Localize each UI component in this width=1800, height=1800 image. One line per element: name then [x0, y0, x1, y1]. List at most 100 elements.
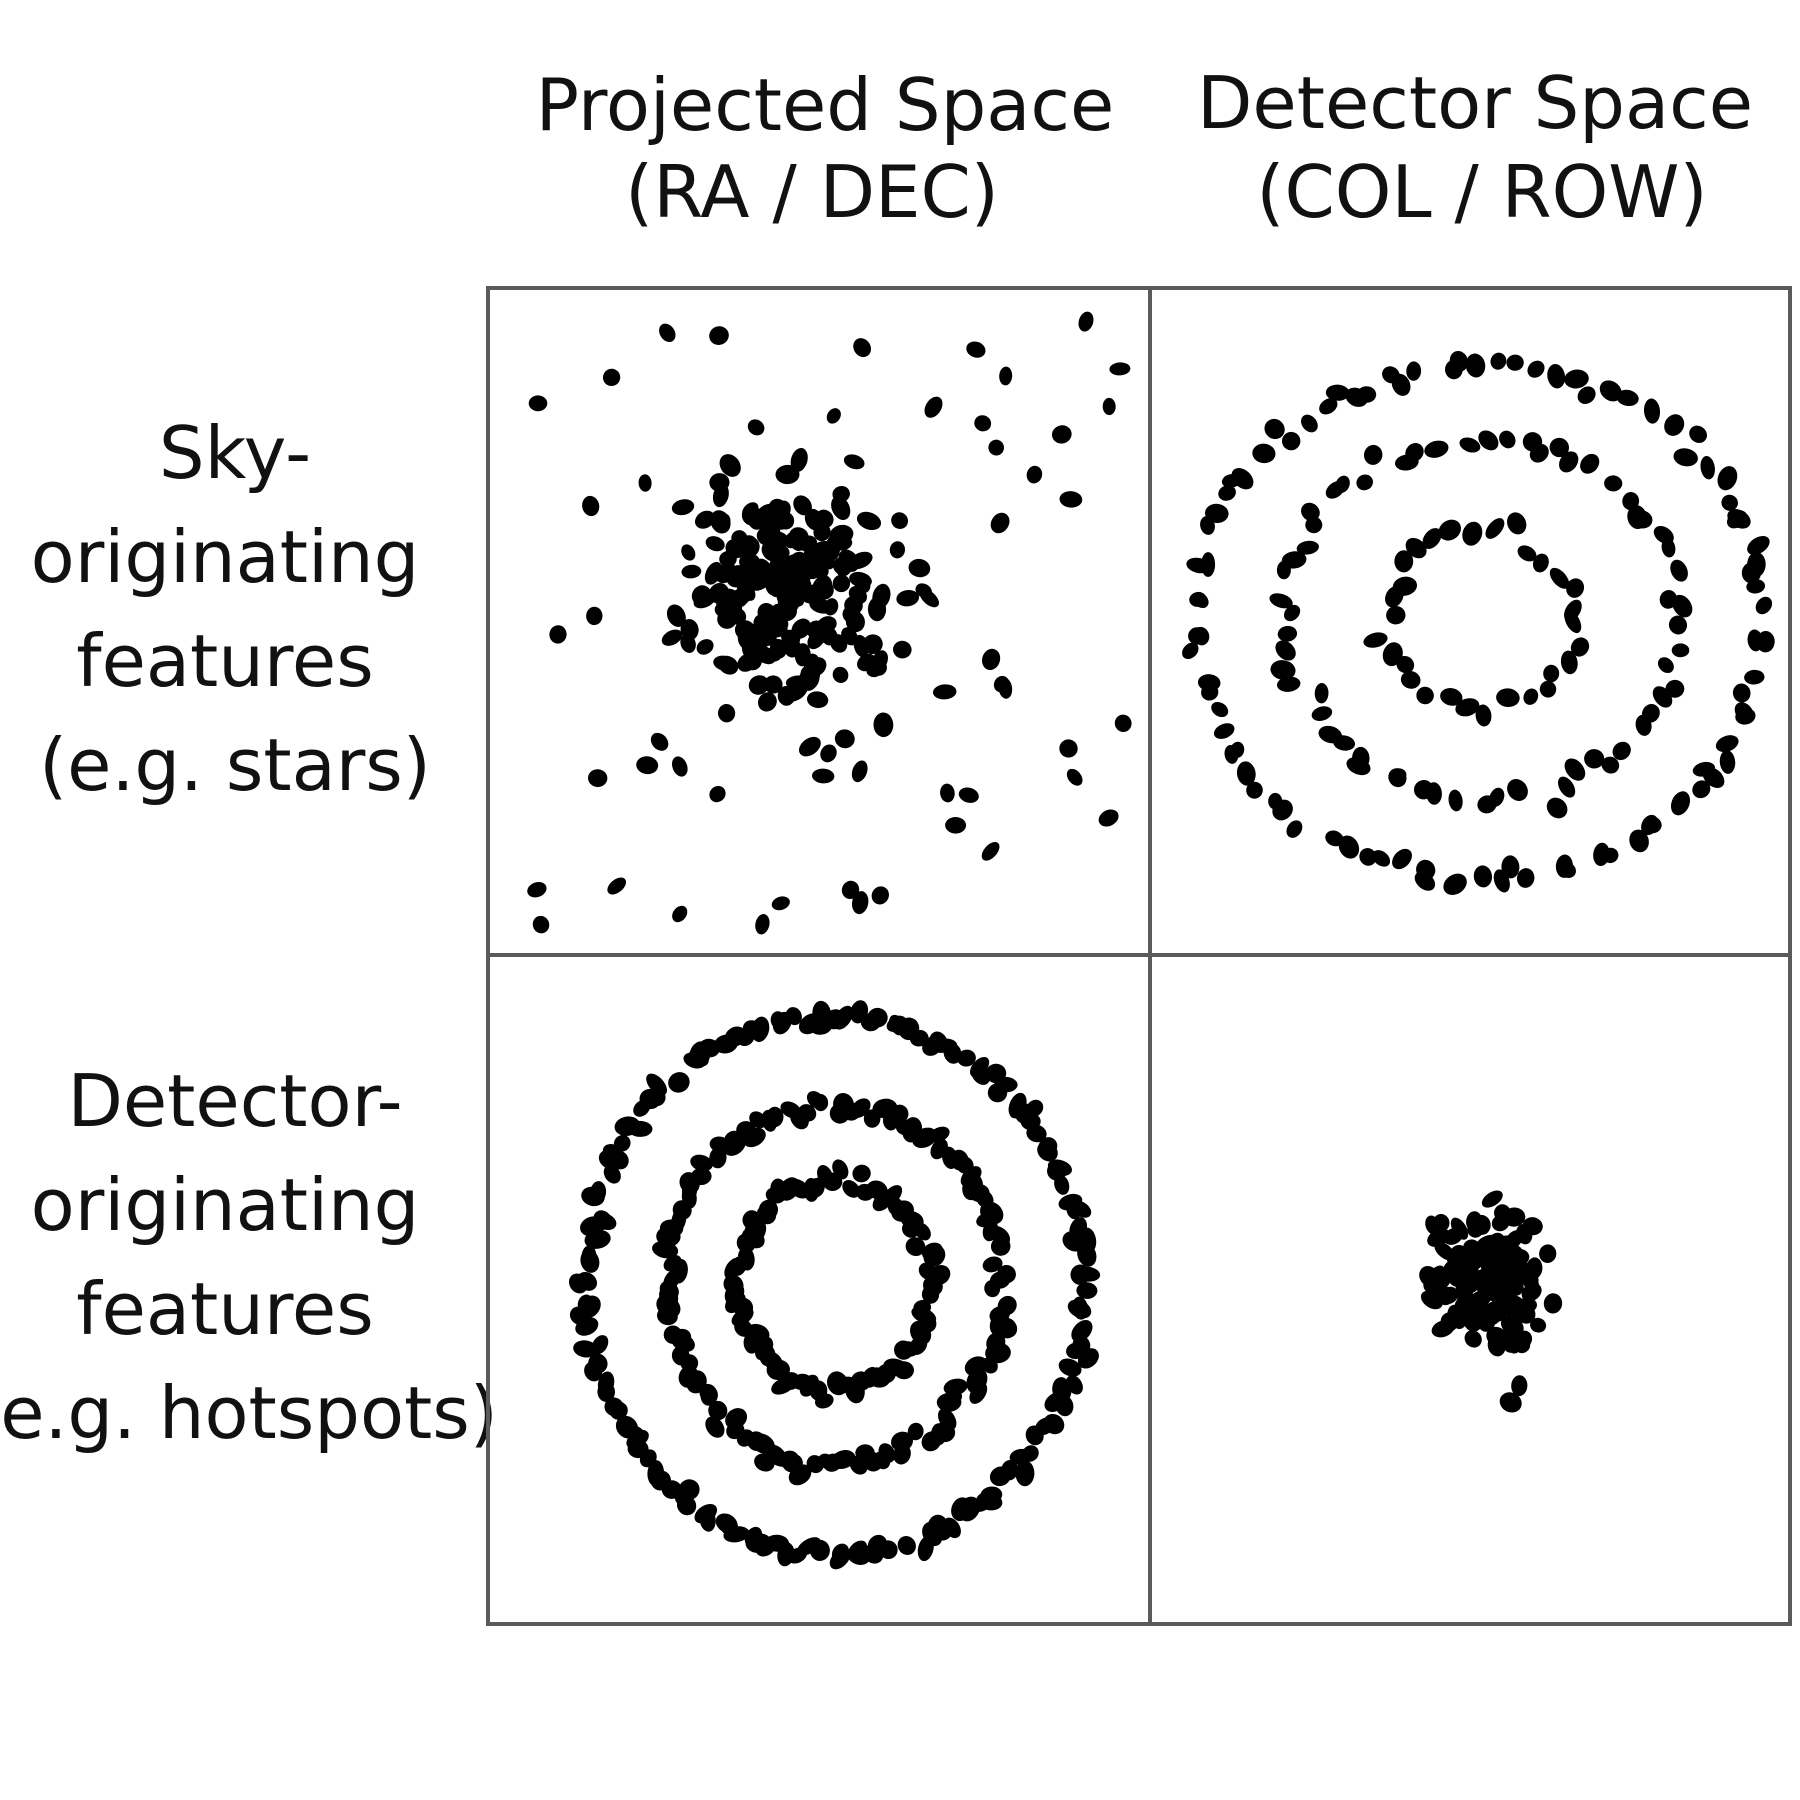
feature-dot [1457, 1288, 1475, 1314]
feature-dot [754, 1453, 775, 1472]
feature-dot [751, 1016, 770, 1042]
feature-dot [1405, 537, 1427, 559]
feature-dot [1074, 1266, 1101, 1282]
feature-dot [806, 1455, 824, 1474]
feature-dot [1338, 835, 1360, 859]
feature-dot [893, 1443, 911, 1465]
feature-dot [1482, 1265, 1503, 1285]
feature-dot [1522, 1217, 1543, 1236]
feature-dot [1501, 855, 1520, 879]
feature-dot [857, 653, 877, 672]
feature-dot [982, 1256, 1003, 1273]
row-header-line: (e.g. hotspots) [0, 1371, 498, 1455]
feature-dot [1051, 425, 1072, 444]
feature-dot [1435, 1287, 1453, 1306]
feature-dot [1671, 643, 1690, 658]
feature-dot [999, 366, 1013, 386]
feature-dot [1066, 768, 1083, 786]
feature-dot [1721, 494, 1738, 511]
feature-dot [712, 483, 729, 508]
feature-dot [842, 605, 861, 624]
feature-dot [771, 896, 790, 911]
feature-dot [758, 1199, 779, 1220]
feature-dot [678, 1365, 699, 1388]
feature-dot [1189, 591, 1207, 607]
feature-dot [1664, 414, 1685, 436]
feature-dot [940, 783, 955, 803]
feature-dot [994, 1076, 1018, 1093]
feature-dot [650, 732, 669, 751]
feature-dot [593, 1210, 613, 1230]
feature-dot [1506, 354, 1524, 371]
cell-sky-projected-scatter [527, 311, 1132, 935]
feature-dot [753, 613, 776, 632]
feature-dot [981, 841, 1000, 861]
feature-dot [1559, 451, 1579, 473]
feature-dot [851, 760, 868, 783]
feature-dot [646, 1073, 668, 1096]
feature-dot [833, 1005, 854, 1030]
feature-dot [1252, 443, 1276, 464]
row-header-sky: Sky- originating features (e.g. stars) [31, 411, 431, 807]
feature-dot [638, 474, 652, 492]
column-header-line: (RA / DEC) [625, 150, 999, 234]
feature-dot [1026, 1099, 1044, 1117]
feature-dot [694, 510, 716, 529]
row-header-line: Sky- [159, 411, 311, 495]
column-header-line: Detector Space [1197, 61, 1753, 145]
feature-dot [1286, 820, 1303, 838]
feature-dot [1523, 1275, 1540, 1292]
feature-dot [1539, 1244, 1557, 1263]
cell-detector-detector-cluster [1419, 1190, 1563, 1413]
feature-dot [1201, 552, 1216, 577]
feature-dot [1425, 1215, 1440, 1235]
feature-dot [778, 512, 795, 530]
feature-dot [781, 629, 801, 647]
feature-dot [1205, 503, 1229, 524]
feature-dot [1301, 414, 1318, 433]
feature-dot [1643, 398, 1661, 424]
feature-dot [907, 1422, 924, 1441]
feature-dot [694, 1504, 718, 1524]
feature-dot [1400, 671, 1421, 689]
column-header-detector: Detector Space (COL / ROW) [1197, 61, 1753, 234]
feature-dot [1281, 431, 1301, 451]
cell-detector-projected-rings [568, 1000, 1101, 1570]
feature-dot [719, 550, 737, 568]
feature-dot [1077, 1242, 1097, 1267]
feature-dot [581, 1245, 597, 1267]
feature-dot [1672, 594, 1693, 618]
feature-dot [1211, 701, 1229, 718]
feature-dot [1388, 768, 1407, 783]
feature-dot [1102, 397, 1116, 416]
feature-dot [1507, 1297, 1527, 1318]
feature-dot [1318, 725, 1343, 744]
feature-dot [1275, 640, 1296, 661]
feature-dot [945, 816, 967, 834]
feature-dot [894, 1340, 913, 1360]
feature-dot [1475, 1234, 1499, 1251]
feature-dot [853, 338, 871, 358]
feature-dot [590, 1181, 607, 1203]
feature-dot [789, 527, 809, 545]
feature-dot [603, 1164, 621, 1184]
feature-dot [742, 1127, 766, 1148]
feature-dot [1213, 723, 1235, 739]
feature-dot [661, 629, 683, 646]
feature-dot [943, 1378, 968, 1396]
feature-dot [1077, 1348, 1099, 1369]
feature-dot [1692, 780, 1711, 799]
feature-dot [1580, 453, 1600, 474]
feature-dot [1319, 398, 1338, 415]
feature-dot [871, 886, 889, 905]
feature-dot [1466, 1211, 1482, 1232]
feature-dot [1689, 425, 1707, 443]
feature-dot [1270, 660, 1296, 680]
feature-dot [757, 692, 777, 712]
feature-dot [1438, 519, 1462, 541]
feature-dot [1461, 1247, 1480, 1270]
feature-dot [998, 677, 1013, 699]
feature-dot [659, 323, 676, 343]
feature-dot [1546, 797, 1568, 819]
feature-dot [1732, 683, 1751, 703]
